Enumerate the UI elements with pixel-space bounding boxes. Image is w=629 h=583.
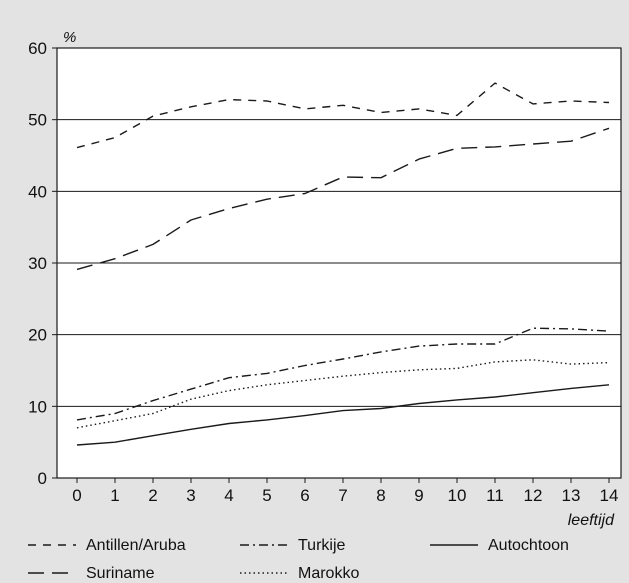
y-tick-label: 20 xyxy=(28,326,47,345)
x-tick-label: 0 xyxy=(72,486,81,505)
x-tick-label: 9 xyxy=(414,486,423,505)
legend-label-suriname: Suriname xyxy=(86,565,155,582)
x-axis-ticks: 0 1 2 3 4 5 6 7 8 9 10 11 12 13 14 xyxy=(72,478,618,505)
y-tick-label: 60 xyxy=(28,39,47,58)
gridlines xyxy=(57,119,621,407)
legend-label-turkije: Turkije xyxy=(298,537,346,554)
y-axis-ticks: 0 10 20 30 40 50 60 xyxy=(28,39,57,488)
legend-label-marokko: Marokko xyxy=(298,565,359,582)
x-tick-label: 11 xyxy=(486,486,504,505)
x-tick-label: 12 xyxy=(524,486,543,505)
series-line-suriname xyxy=(76,127,610,271)
x-tick-label: 1 xyxy=(110,486,119,505)
x-axis-label: leeftijd xyxy=(568,512,615,529)
x-tick-label: 7 xyxy=(338,486,347,505)
y-tick-label: 50 xyxy=(28,111,47,130)
series-line-antillen-aruba xyxy=(76,82,610,149)
y-tick-label: 10 xyxy=(28,397,47,416)
legend-label-autochtoon: Autochtoon xyxy=(488,537,569,554)
y-axis-unit: % xyxy=(63,29,76,46)
x-tick-label: 13 xyxy=(562,486,581,505)
series-line-autochtoon xyxy=(76,384,610,446)
x-tick-label: 10 xyxy=(448,486,467,505)
series-line-turkije xyxy=(76,327,610,421)
legend-label-antillen-aruba: Antillen/Aruba xyxy=(86,537,186,554)
x-tick-label: 6 xyxy=(300,486,309,505)
y-tick-label: 40 xyxy=(28,182,47,201)
x-tick-label: 14 xyxy=(600,486,619,505)
series-lines xyxy=(76,82,610,446)
y-tick-label: 0 xyxy=(38,469,47,488)
y-tick-label: 30 xyxy=(28,254,47,273)
x-tick-label: 2 xyxy=(148,486,157,505)
series-line-marokko xyxy=(76,359,610,429)
x-tick-label: 3 xyxy=(186,486,195,505)
x-tick-label: 8 xyxy=(376,486,385,505)
legend: Antillen/Aruba Suriname Turkije Marokko Auto… xyxy=(28,537,569,582)
x-tick-label: 4 xyxy=(224,486,233,505)
x-tick-label: 5 xyxy=(262,486,271,505)
